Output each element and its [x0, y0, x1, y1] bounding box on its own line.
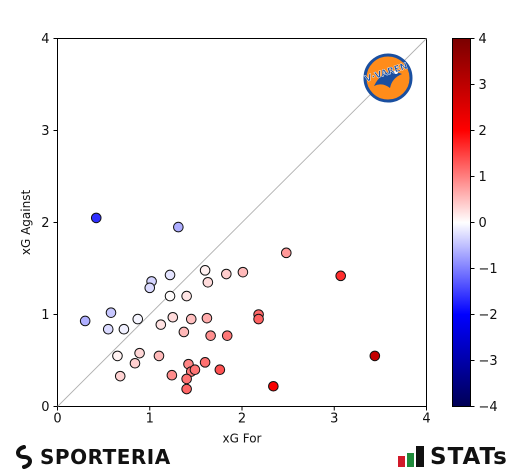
y-tick-label: 1 [41, 308, 49, 323]
sporteria-text: SPORTERIA [40, 445, 171, 469]
x-tick-label: 4 [422, 412, 430, 427]
x-tick-label: 0 [53, 412, 61, 427]
scatter-point [90, 212, 102, 224]
scatter-point [79, 315, 91, 327]
scatter-point [144, 282, 156, 294]
scatter-point [102, 323, 114, 335]
colorbar [452, 38, 471, 407]
scatter-point [181, 373, 192, 385]
y-tick-label: 2 [41, 216, 49, 231]
scatter-point [201, 312, 213, 324]
scatter-point [114, 370, 126, 382]
scatter-point [221, 268, 232, 280]
diagonal-line [57, 38, 427, 407]
scatter-point [214, 364, 226, 376]
y-tick-label: 0 [41, 400, 49, 415]
x-tick-label: 1 [146, 412, 154, 427]
colorbar-tick-label: 1 [479, 170, 487, 185]
scatter-point [164, 290, 176, 302]
scatter-point [280, 247, 292, 259]
scatter-point [221, 330, 233, 341]
scatter-point [185, 313, 197, 325]
sporteria-swirl-icon [16, 445, 32, 469]
scatter-point [253, 313, 264, 325]
x-tick-label: 2 [238, 412, 246, 427]
scatter-point [129, 357, 141, 369]
scatter-point [237, 266, 249, 278]
y-axis-title: xG Against [19, 190, 33, 256]
colorbar-ticks: 4 3 2 1 0 −1 −2 −3 −4 [470, 32, 498, 415]
scatter-point [199, 265, 211, 276]
stats-bars-icon [398, 446, 424, 467]
team-logo: V·VAREN [363, 53, 413, 103]
scatter-point [134, 347, 145, 359]
scatter-point [369, 350, 381, 362]
sporteria-brand: SPORTERIA [12, 444, 171, 470]
y-axis-ticks: 0 1 2 3 4 [41, 32, 58, 415]
scatter-point [153, 350, 165, 362]
scatter-point [181, 290, 192, 302]
stats-text: STATs [430, 444, 508, 470]
y-tick-label: 4 [41, 32, 49, 47]
colorbar-tick-label: −3 [479, 354, 498, 369]
x-axis-ticks: 0 1 2 3 4 [53, 406, 431, 427]
scatter-point [155, 319, 167, 330]
colorbar-tick-label: −4 [479, 400, 498, 415]
colorbar-tick-label: 4 [479, 32, 487, 47]
scatter-points [79, 212, 381, 395]
scatter-point [166, 369, 178, 381]
scatter-point [268, 380, 279, 392]
colorbar-tick-label: 0 [479, 216, 487, 231]
y-tick-label: 3 [41, 124, 49, 139]
scatter-point [164, 269, 176, 281]
scatter-point [132, 313, 144, 325]
colorbar-tick-label: −1 [479, 262, 498, 277]
bird-crest-icon [363, 53, 413, 103]
scatter-point [167, 311, 179, 323]
colorbar-tick-label: 3 [479, 78, 487, 93]
scatter-point [173, 221, 184, 233]
scatter-point [335, 270, 347, 282]
colorbar-tick-label: −2 [479, 308, 498, 323]
colorbar-tick-label: 2 [479, 124, 487, 139]
scatter-point [199, 357, 211, 368]
scatter-point [181, 383, 192, 395]
scatter-point [105, 307, 117, 318]
scatter-point [202, 277, 214, 288]
x-axis-title: xG For [223, 432, 262, 446]
stats-brand: STATs [398, 444, 508, 470]
x-tick-label: 3 [330, 412, 338, 427]
scatter-point [205, 330, 216, 341]
scatter-point [189, 364, 201, 376]
scatter-point [112, 350, 123, 362]
scatter-point [118, 323, 130, 335]
scatter-point [178, 326, 190, 338]
